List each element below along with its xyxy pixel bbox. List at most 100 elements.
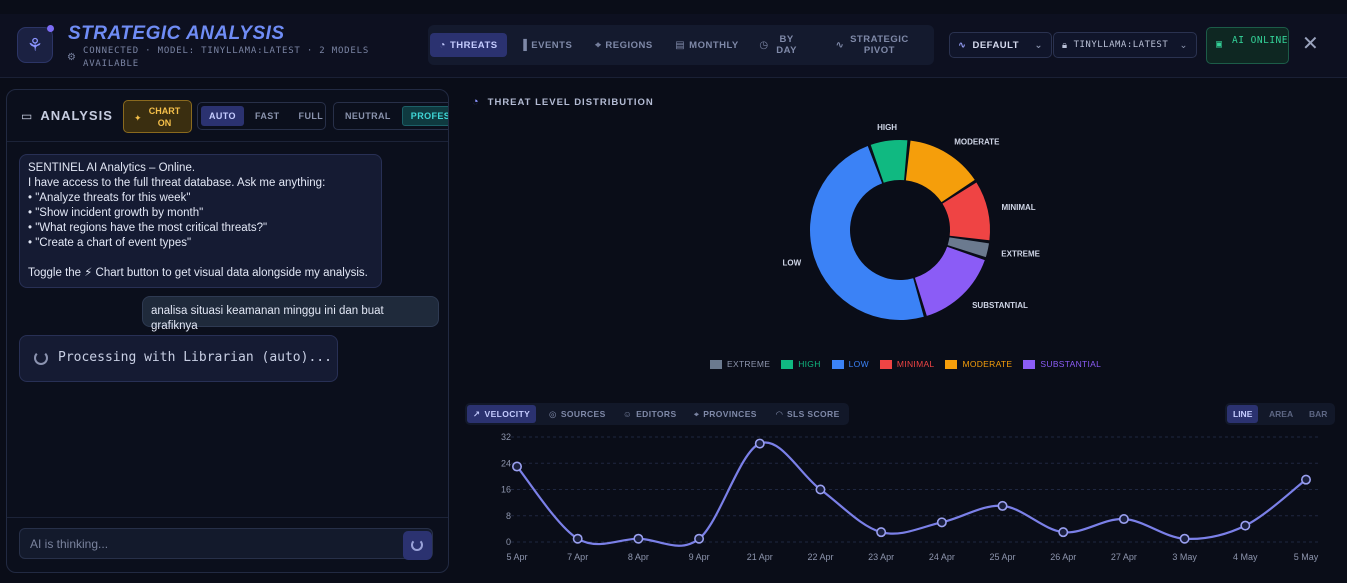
tab-strategic-pivot[interactable]: ∿ STRATEGIC PIVOT (835, 34, 909, 56)
bot-line: Toggle the ⚡ Chart button to get visual … (28, 267, 368, 279)
x-tick-label: 23 Apr (868, 552, 894, 562)
data-point[interactable] (1058, 527, 1069, 538)
bolt-icon: ✦ (134, 113, 142, 123)
tab-editors[interactable]: ☺ EDITORS (623, 409, 677, 419)
donut-slice-minimal[interactable] (942, 182, 990, 241)
data-point[interactable] (815, 484, 826, 495)
tab-provinces[interactable]: ⌖ PROVINCES (694, 408, 757, 420)
brain-logo-icon: ⚘ (17, 27, 53, 63)
bot-line: I have access to the full threat databas… (28, 177, 326, 189)
donut-slice-extreme[interactable] (947, 237, 989, 258)
app-header: ⚘ STRATEGIC ANALYSIS ⚙ CONNECTED · MODEL… (0, 14, 1347, 78)
legend-label: EXTREME (727, 359, 771, 369)
legend-item-low[interactable]: LOW (831, 359, 869, 369)
trend-tabs: ↗ VELOCITY ◎ SOURCES ☺ EDITORS ⌖ PROVINCES ◠… (465, 403, 849, 425)
data-point[interactable] (876, 527, 887, 538)
tone-selector: NEUTRAL PROFESSIONAL (333, 102, 448, 130)
tone-neutral[interactable]: NEUTRAL (345, 111, 391, 121)
chevron-down-icon: ⌄ (1034, 39, 1043, 51)
velocity-line-chart: 0 8 16 24 32 5 Apr 7 Apr 8 Apr 9 Apr 21 Apr 22 Apr… (501, 432, 1319, 562)
bot-line: SENTINEL AI Analytics – Online. (28, 162, 196, 174)
loading-icon (411, 539, 423, 551)
data-point[interactable] (694, 533, 705, 544)
bot-message: SENTINEL AI Analytics – Online. I have a… (19, 154, 382, 288)
slice-label-high: HIGH (877, 123, 897, 132)
models-icon: ⚙ (67, 52, 76, 63)
data-point[interactable] (633, 533, 644, 544)
tab-sources[interactable]: ◎ SOURCES (549, 408, 606, 420)
mode-selector: AUTO FAST FULL (197, 102, 326, 130)
app-title: STRATEGIC ANALYSIS (68, 23, 285, 44)
data-point[interactable] (572, 533, 583, 544)
data-point[interactable] (1300, 474, 1311, 485)
legend-item-high[interactable]: HIGH (781, 359, 820, 369)
x-tick-label: 7 Apr (567, 552, 588, 562)
preset-dropdown[interactable]: ∿ DEFAULT ⌄ (949, 32, 1052, 58)
spinner-icon (34, 351, 48, 365)
legend-swatch (831, 359, 844, 369)
model-dropdown[interactable]: 🔒︎ TINYLLAMA:LATEST ⌄ (1053, 32, 1197, 58)
slice-label-moderate: MODERATE (954, 137, 1000, 146)
slice-label-minimal: MINIMAL (1001, 203, 1035, 212)
legend-item-minimal[interactable]: MINIMAL (879, 359, 935, 369)
y-tick-label: 8 (506, 511, 511, 521)
user-message: analisa situasi keamanan minggu ini dan … (142, 296, 439, 332)
donut-legend: EXTREME HIGH LOW MINIMAL MODERATE SUBSTANTIAL (710, 359, 1101, 369)
tab-velocity[interactable]: ↗ VELOCITY (467, 405, 537, 423)
users-icon: ☺ (623, 409, 633, 419)
calendar-icon: ▤ (675, 39, 686, 51)
y-tick-label: 0 (506, 537, 511, 547)
mode-full[interactable]: FULL (298, 111, 324, 121)
data-point[interactable] (754, 438, 765, 449)
send-button[interactable] (403, 531, 432, 560)
type-bar[interactable]: BAR (1309, 409, 1328, 419)
data-point[interactable] (936, 517, 947, 528)
donut-slice-low[interactable] (809, 145, 924, 321)
bot-line: • "Analyze threats for this week" (28, 192, 191, 204)
tab-monthly[interactable]: ▤ MONTHLY (675, 39, 739, 51)
y-tick-label: 24 (501, 458, 511, 468)
type-area[interactable]: AREA (1269, 409, 1294, 419)
gauge-icon: ◠ (776, 408, 783, 419)
legend-label: HIGH (798, 359, 821, 369)
donut-slice-substantial[interactable] (914, 246, 985, 316)
mode-auto[interactable]: AUTO (201, 106, 244, 126)
tab-by-day[interactable]: ◷ BY DAY (759, 34, 797, 56)
processing-message: Processing with Librarian (auto)... (19, 335, 338, 382)
data-point[interactable] (1240, 520, 1251, 531)
map-pin-icon: ⌖ (595, 39, 602, 51)
x-tick-label: 22 Apr (807, 552, 833, 562)
legend-item-extreme[interactable]: EXTREME (710, 359, 770, 369)
close-icon[interactable]: ✕ (1302, 33, 1319, 55)
tone-professional[interactable]: PROFESSIONAL (401, 106, 448, 126)
tab-sls-score[interactable]: ◠ SLS SCORE (776, 408, 840, 420)
donut-slice-moderate[interactable] (905, 140, 975, 203)
legend-item-moderate[interactable]: MODERATE (945, 359, 1012, 369)
tab-threats[interactable]: ◔ THREATS (430, 33, 507, 57)
trend-icon: ↗ (473, 408, 481, 419)
x-tick-label: 25 Apr (990, 552, 1016, 562)
threat-donut-chart: HIGH MODERATE MINIMAL EXTREME SUBSTANTIAL LOW (783, 123, 1041, 321)
activity-icon: ∿ (958, 39, 967, 51)
legend-swatch (710, 359, 722, 369)
data-point[interactable] (1118, 514, 1129, 525)
data-point[interactable] (1179, 533, 1190, 544)
tab-regions[interactable]: ⌖ REGIONS (595, 39, 653, 51)
data-point[interactable] (997, 500, 1008, 511)
x-tick-label: 4 May (1233, 552, 1258, 562)
x-tick-label: 21 Apr (747, 552, 773, 562)
x-tick-label: 9 Apr (689, 552, 710, 562)
type-line[interactable]: LINE (1227, 405, 1259, 423)
slice-label-low: LOW (783, 258, 802, 267)
legend-item-substantial[interactable]: SUBSTANTIAL (1023, 359, 1101, 369)
x-tick-label: 3 May (1172, 552, 1197, 562)
pie-icon: ◔ (472, 96, 480, 108)
mode-fast[interactable]: FAST (254, 111, 280, 121)
chart-toggle-button[interactable]: ✦ CHART ON (123, 100, 192, 133)
data-point[interactable] (511, 461, 522, 472)
donut-slice-high[interactable] (870, 140, 908, 183)
chat-input[interactable] (19, 528, 433, 559)
tab-events[interactable]: ▐ EVENTS (519, 39, 573, 51)
notification-dot (47, 25, 54, 32)
x-tick-label: 8 Apr (628, 552, 649, 562)
